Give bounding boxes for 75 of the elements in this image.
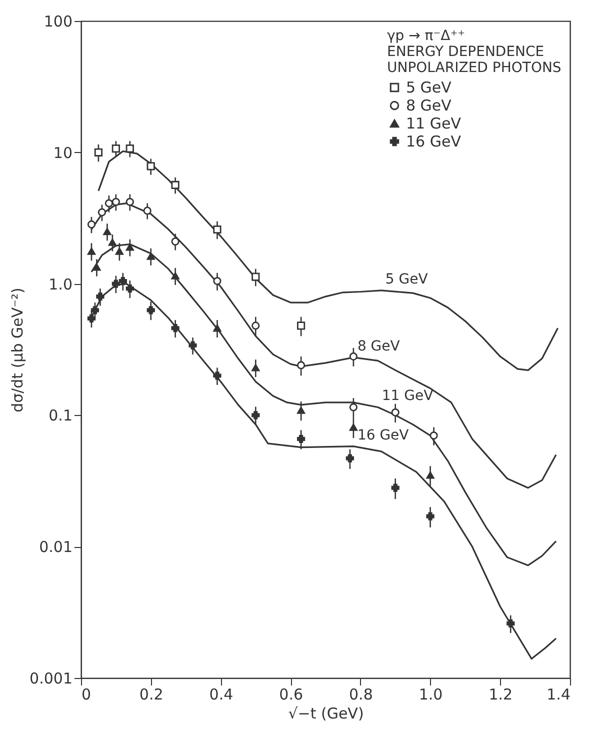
point: [146, 306, 155, 314]
series-label: 5 GeV: [385, 271, 428, 288]
x-tick-label: 1.4: [546, 686, 570, 704]
x-tick-label: 0.4: [209, 686, 234, 704]
x-tick-label: 0.8: [349, 686, 373, 704]
point: [171, 180, 180, 190]
y-tick-label: 0.01: [39, 538, 72, 556]
point: [115, 248, 124, 255]
point: [103, 228, 112, 236]
point: [349, 403, 358, 412]
point: [252, 272, 260, 281]
x-tick-label: 1.2: [488, 686, 513, 704]
point: [87, 220, 96, 228]
y-tick-label: 0.001: [30, 670, 72, 688]
point: [430, 432, 438, 440]
point: [126, 284, 134, 293]
point: [506, 619, 515, 628]
point: [349, 352, 358, 360]
point: [108, 238, 116, 246]
point: [349, 424, 358, 431]
point: [252, 322, 260, 330]
point: [188, 341, 197, 350]
point: [96, 292, 104, 301]
point: [112, 198, 120, 206]
point: [426, 472, 434, 479]
point: [213, 276, 222, 286]
x-tick-label: 0.2: [139, 686, 164, 704]
point: [171, 237, 180, 246]
legend-label: 16 GeV: [406, 132, 462, 150]
y-tick-label: 100: [44, 12, 72, 30]
point: [252, 411, 260, 420]
point: [146, 252, 155, 260]
point: [391, 408, 400, 416]
point: [94, 148, 103, 156]
legend-label: 11 GeV: [406, 114, 462, 132]
point: [171, 272, 180, 280]
x-axis-title: √−t (GeV): [288, 704, 364, 722]
point: [126, 144, 134, 153]
y-axis-title: dσ/dt (μb GeV⁻²): [8, 288, 27, 412]
legend-label: 8 GeV: [406, 96, 452, 114]
y-tick-label: 0.1: [48, 406, 72, 425]
point: [92, 263, 101, 271]
point: [426, 512, 434, 520]
series-label: 16 GeV: [357, 427, 410, 444]
point: [118, 276, 127, 286]
point: [143, 206, 152, 215]
y-tick-label: 1.0: [48, 275, 72, 294]
x-tick-label: 0.6: [279, 686, 303, 704]
point: [90, 306, 100, 314]
point: [87, 314, 96, 322]
point: [296, 361, 306, 370]
point: [252, 364, 260, 372]
x-tick-label: 1.0: [418, 686, 443, 704]
point: [296, 434, 306, 443]
point: [346, 454, 354, 462]
point: [391, 484, 400, 492]
point: [87, 248, 96, 255]
point: [146, 162, 155, 170]
point: [296, 406, 306, 414]
series-label: 8 GeV: [357, 338, 400, 354]
legend-title: γp → π⁻Δ⁺⁺ ENERGY DEPENDENCE UNPOLARIZED PHOTONS: [387, 28, 562, 76]
point: [213, 372, 222, 380]
point: [104, 199, 113, 208]
point: [296, 322, 306, 330]
x-tick-label: 0: [82, 686, 92, 704]
point: [112, 144, 120, 153]
y-tick-label: 10: [53, 144, 72, 162]
point: [213, 324, 222, 332]
point: [98, 208, 106, 216]
point: [171, 324, 180, 332]
point: [213, 225, 222, 234]
series-label: 11 GeV: [382, 388, 434, 404]
point: [112, 280, 120, 288]
point: [126, 198, 134, 206]
legend-label: 5 GeV: [406, 78, 452, 96]
